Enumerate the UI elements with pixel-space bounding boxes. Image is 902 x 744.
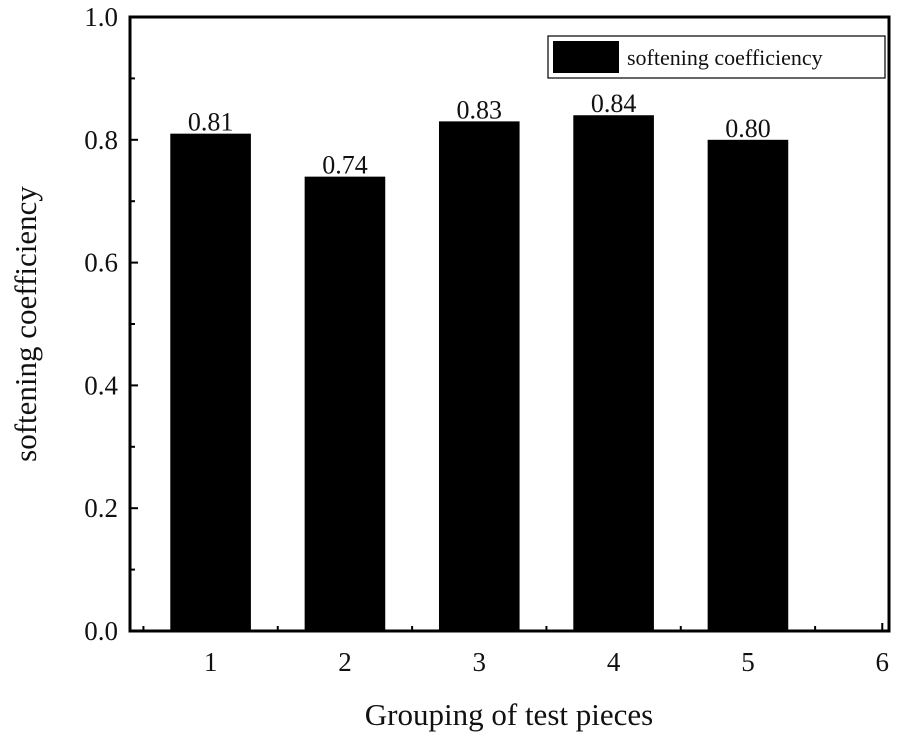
bars-group: [170, 115, 789, 632]
x-tick-label: 4: [607, 647, 621, 677]
data-label-2: 0.74: [322, 151, 368, 180]
y-tick-label: 0.2: [84, 493, 118, 523]
y-tick-label: 1.0: [84, 2, 118, 32]
legend-label: softening coefficiency: [627, 45, 823, 70]
data-labels-group: 0.81 0.74 0.83 0.84 0.80: [188, 89, 771, 179]
ticks-group: 1 2 3 4 5 6 0.0 0.2 0.4 0.6 0.8 1.0: [84, 2, 889, 677]
y-tick-label: 0.8: [84, 125, 118, 155]
bar-5: [707, 139, 789, 632]
bar-3: [438, 121, 520, 631]
bar-2: [304, 176, 386, 631]
legend: softening coefficiency: [547, 35, 886, 79]
x-tick-label: 2: [338, 647, 352, 677]
data-label-5: 0.80: [725, 114, 771, 143]
x-tick-label: 6: [876, 647, 890, 677]
bar-1: [170, 133, 251, 631]
legend-swatch: [553, 41, 619, 73]
data-label-4: 0.84: [591, 89, 637, 118]
bar-4: [573, 115, 654, 632]
x-tick-label: 5: [741, 647, 755, 677]
x-axis-label: Grouping of test pieces: [365, 697, 653, 732]
data-label-1: 0.81: [188, 108, 234, 137]
y-tick-label: 0.6: [84, 248, 118, 278]
plot-frame: [128, 15, 891, 633]
data-label-3: 0.83: [457, 95, 503, 124]
y-tick-label: 0.0: [84, 616, 118, 646]
x-tick-label: 1: [204, 647, 218, 677]
y-tick-label: 0.4: [84, 370, 118, 400]
x-tick-label: 3: [473, 647, 487, 677]
y-axis-label: softening coefficiency: [8, 186, 43, 462]
